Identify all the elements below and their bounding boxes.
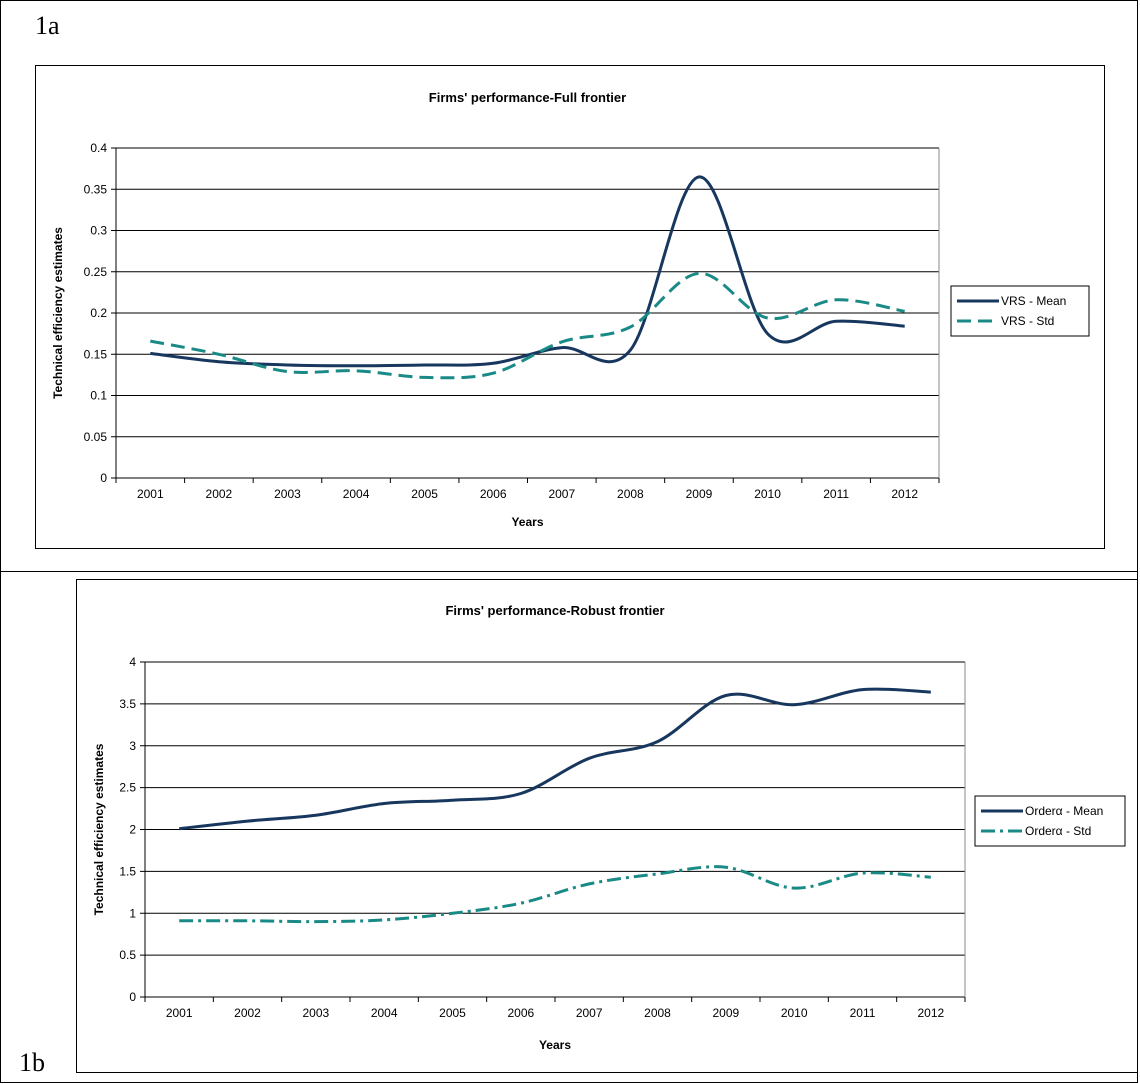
x-tick-label-1a: 2009 xyxy=(686,487,713,501)
x-tick-label-1b: 2006 xyxy=(507,1006,534,1020)
x-tick-label-1a: 2008 xyxy=(617,487,644,501)
chart-1a-title: Firms' performance-Full frontier xyxy=(429,90,626,105)
x-tick-label-1a: 2004 xyxy=(343,487,370,501)
series-line-1a-mean xyxy=(150,175,905,368)
x-tick-label-1b: 2010 xyxy=(781,1006,808,1020)
x-tick-label-1b: 2007 xyxy=(576,1006,603,1020)
y-tick-label-1b: 3.5 xyxy=(119,697,136,711)
y-tick-label-1b: 0 xyxy=(129,990,136,1004)
y-tick-label-1a: 0.4 xyxy=(90,141,107,155)
x-tick-label-1b: 2008 xyxy=(644,1006,671,1020)
x-tick-label-1a: 2005 xyxy=(411,487,438,501)
x-tick-label-1b: 2011 xyxy=(850,1006,876,1020)
chart-1a-svg: Firms' performance-Full frontier 0 0.05 0.1… xyxy=(51,90,1090,529)
x-tick-label-1a: 2003 xyxy=(274,487,301,501)
x-tick-label-1a: 2006 xyxy=(480,487,507,501)
chart-1b-svg: Firms' performance-Robust frontier 0 0.5 1 1… xyxy=(92,603,1126,1052)
y-tick-label-1a: 0.1 xyxy=(90,389,107,403)
x-tick-label-1b: 2005 xyxy=(439,1006,466,1020)
figure-panel-1a: 1a Firms' performance-Full frontier 0 0.05… xyxy=(0,0,1138,572)
x-tick-label-1b: 2002 xyxy=(234,1006,261,1020)
x-tick-label-1a: 2010 xyxy=(754,487,781,501)
x-tick-label-1b: 2003 xyxy=(302,1006,329,1020)
y-tick-label-1a: 0.05 xyxy=(84,430,108,444)
y-tick-label-1a: 0.15 xyxy=(84,347,108,361)
series-line-1a-std xyxy=(150,271,905,380)
y-tick-label-1a: 0.2 xyxy=(90,306,107,320)
y-tick-label-1a: 0.25 xyxy=(84,265,108,279)
x-tick-label-1b: 2009 xyxy=(712,1006,739,1020)
series-line-1b-mean xyxy=(179,687,931,831)
y-tick-label-1b: 2.5 xyxy=(119,781,136,795)
y-tick-label-1b: 4 xyxy=(129,655,136,669)
legend-label-1b: Orderα - Mean xyxy=(1025,804,1103,818)
x-axis-title-1b: Years xyxy=(539,1038,571,1052)
legend-box-1b xyxy=(974,795,1126,847)
y-tick-label-1b: 2 xyxy=(129,823,136,837)
y-axis-title-1b: Technical efficiency estimates xyxy=(92,743,106,915)
x-axis-title-1a: Years xyxy=(511,515,543,529)
y-tick-label-1b: 1 xyxy=(129,906,136,920)
chart-1b-title: Firms' performance-Robust frontier xyxy=(445,603,664,618)
y-tick-label-1a: 0.35 xyxy=(84,182,108,196)
legend-label-1a: VRS - Std xyxy=(1001,314,1054,328)
y-tick-label-1b: 1.5 xyxy=(119,864,136,878)
x-tick-label-1a: 2007 xyxy=(548,487,575,501)
y-tick-label-1b: 3 xyxy=(129,739,136,753)
y-tick-label-1a: 0 xyxy=(100,471,107,485)
x-tick-label-1b: 2012 xyxy=(917,1006,944,1020)
series-line-1b-std xyxy=(179,865,931,924)
x-tick-label-1a: 2002 xyxy=(206,487,233,501)
x-tick-label-1a: 2012 xyxy=(891,487,918,501)
x-tick-label-1a: 2001 xyxy=(137,487,164,501)
legend-label-1a: VRS - Mean xyxy=(1001,294,1066,308)
y-tick-label-1b: 0.5 xyxy=(119,948,136,962)
panel-label-1a: 1a xyxy=(35,11,60,40)
x-tick-label-1b: 2001 xyxy=(166,1006,193,1020)
legend-label-1b: Orderα - Std xyxy=(1025,824,1091,838)
chart-area-1a: Firms' performance-Full frontier 0 0.05 0.1… xyxy=(35,65,1105,549)
chart-area-1b: Firms' performance-Robust frontier 0 0.5 1 1… xyxy=(76,579,1138,1073)
x-tick-label-1b: 2004 xyxy=(371,1006,398,1020)
legend-box-1a xyxy=(950,285,1090,337)
y-tick-label-1a: 0.3 xyxy=(90,224,107,238)
figure-panel-1b: 1b Firms' performance-Robust frontier 0 0.… xyxy=(0,571,1138,1083)
y-axis-title-1a: Technical efficiency estimates xyxy=(51,227,65,399)
x-tick-label-1a: 2011 xyxy=(823,487,849,501)
panel-label-1b: 1b xyxy=(19,1048,45,1077)
